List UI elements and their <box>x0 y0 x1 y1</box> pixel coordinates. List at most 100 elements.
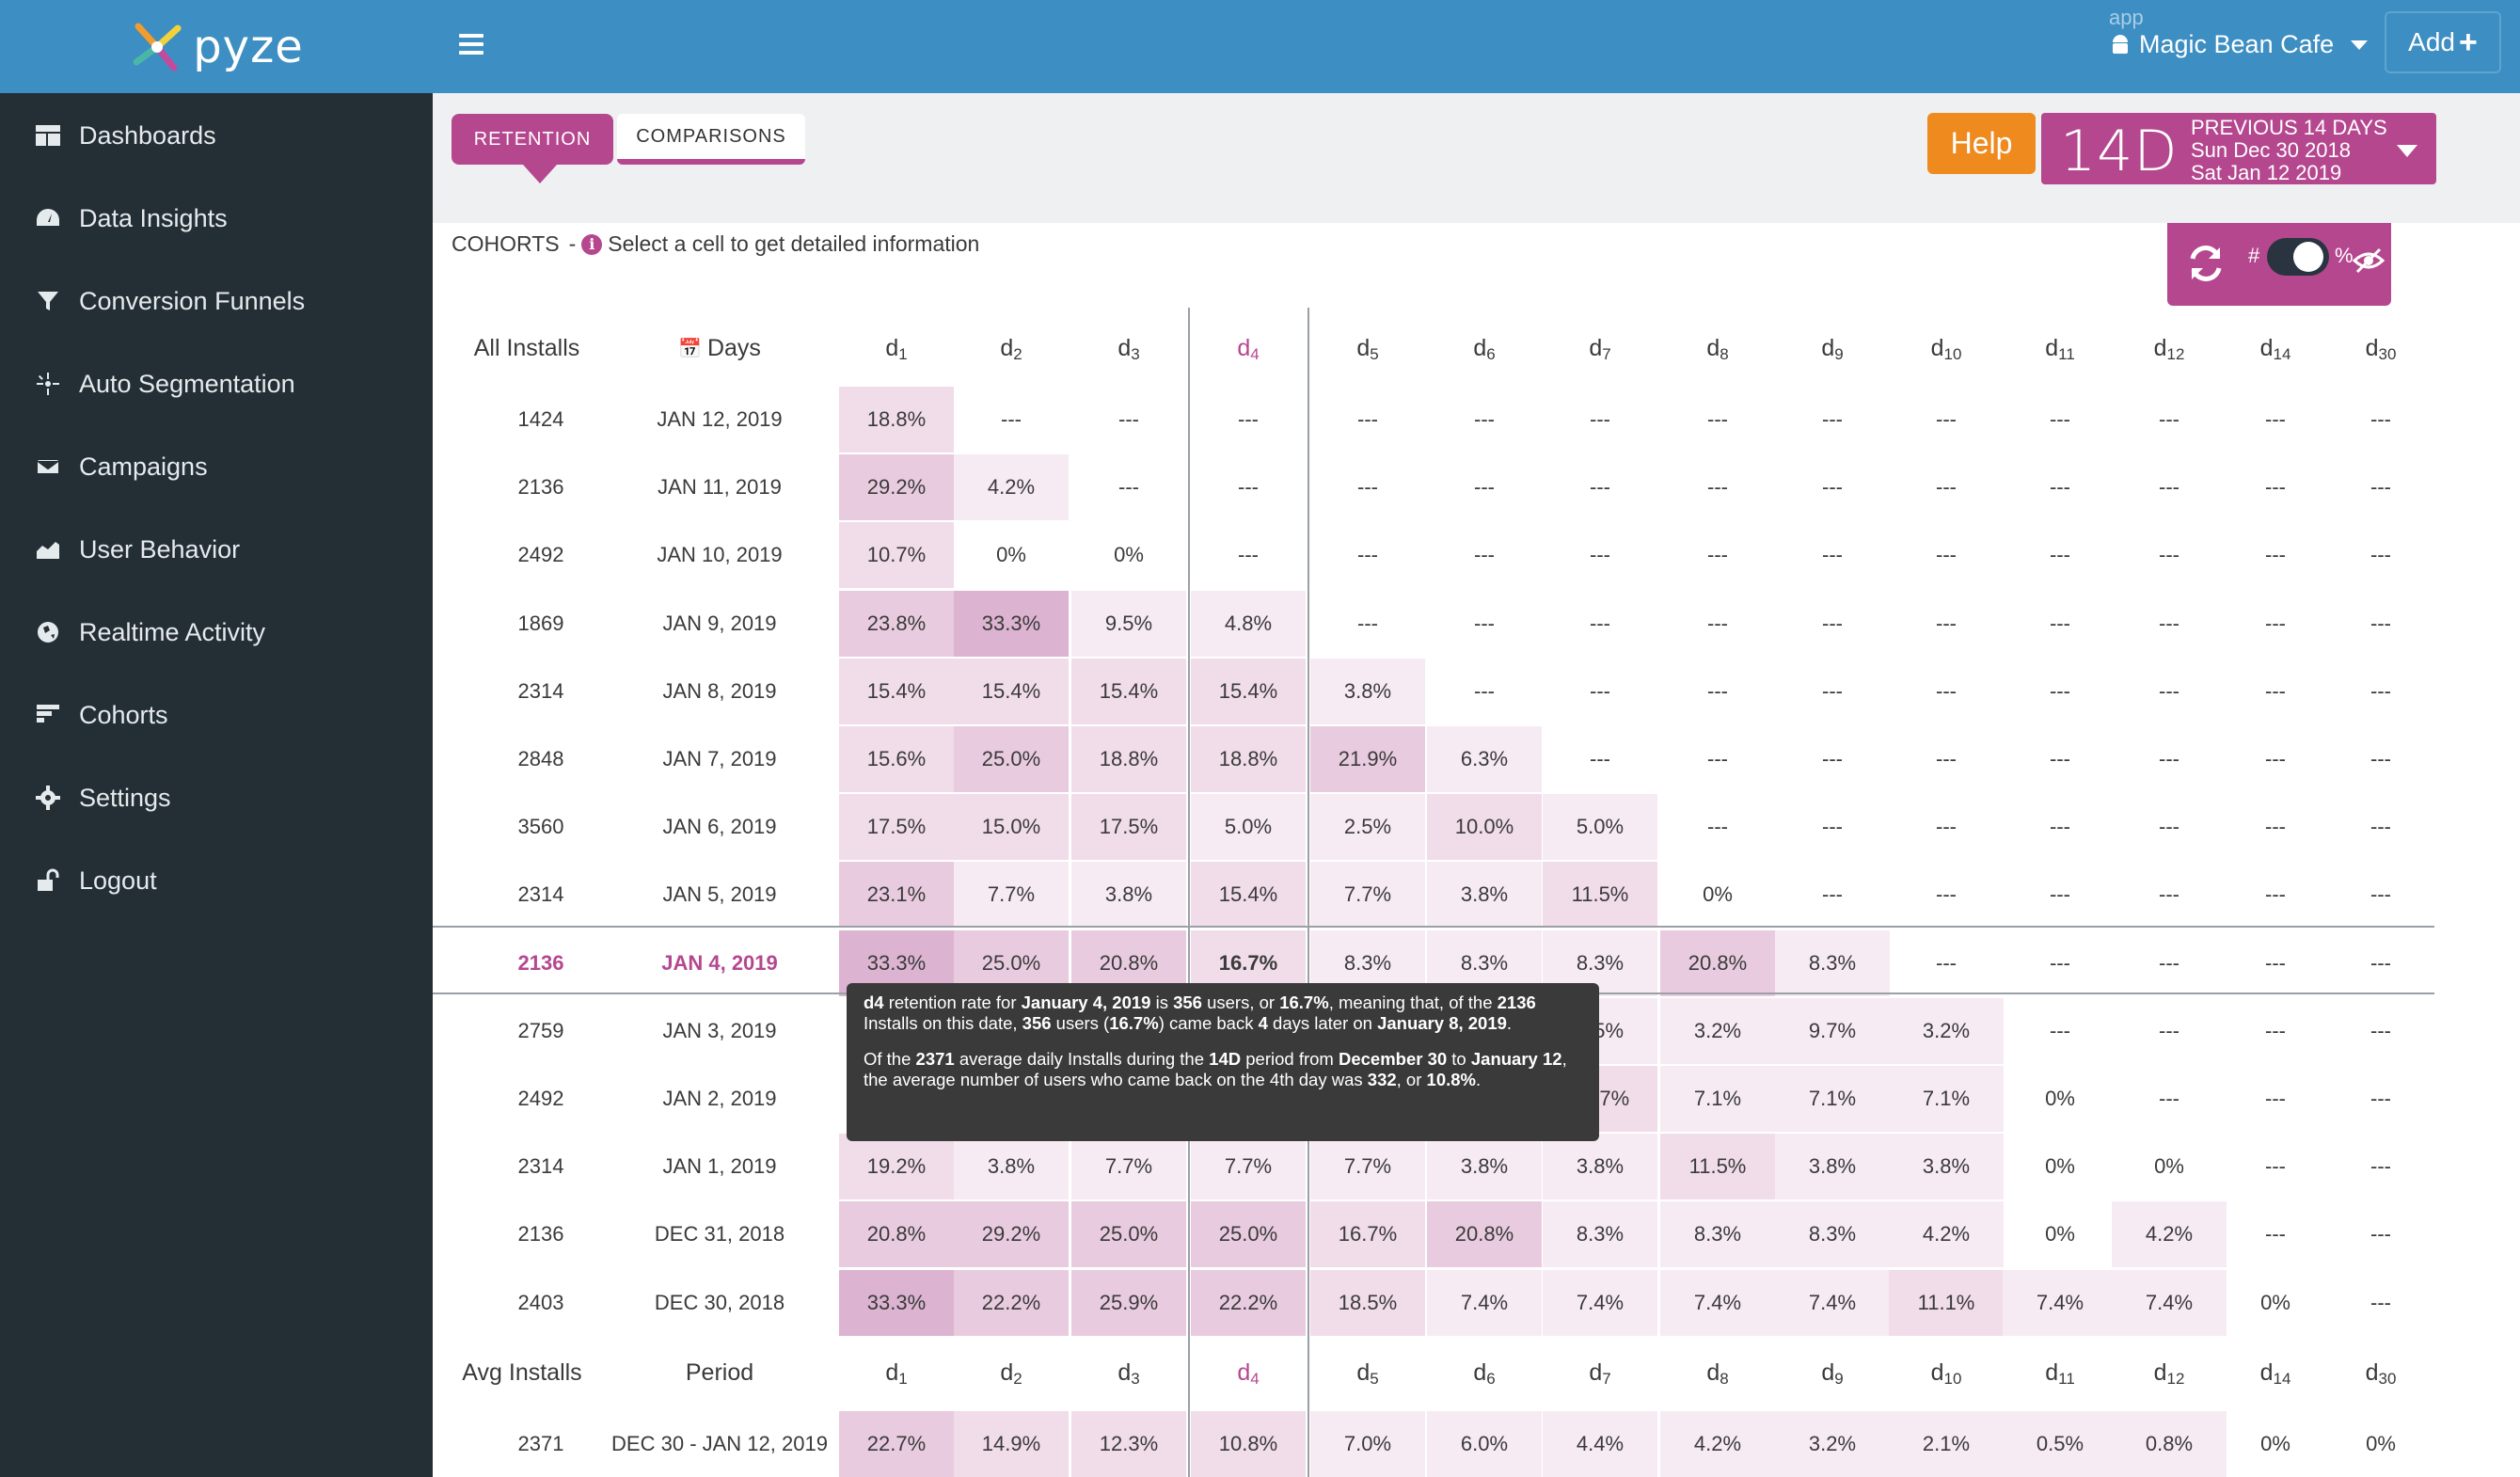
avg-retention-cell[interactable]: 2.1% <box>1889 1411 2004 1477</box>
sidebar-item-dashboards[interactable]: Dashboards <box>0 94 433 177</box>
sidebar-item-auto-segmentation[interactable]: Auto Segmentation <box>0 342 433 425</box>
retention-cell[interactable]: 3.8% <box>1071 862 1186 928</box>
retention-cell[interactable]: 3.8% <box>1543 1134 1657 1199</box>
retention-cell[interactable]: 7.7% <box>954 862 1069 928</box>
retention-cell[interactable]: 0% <box>996 543 1026 566</box>
avg-retention-cell[interactable]: 22.7% <box>839 1411 954 1477</box>
retention-cell[interactable]: 3.8% <box>954 1134 1069 1199</box>
retention-cell[interactable]: 29.2% <box>839 454 954 520</box>
retention-cell[interactable]: 5.0% <box>1191 794 1306 860</box>
sidebar-item-user-behavior[interactable]: User Behavior <box>0 508 433 591</box>
retention-cell[interactable]: 17.5% <box>839 794 954 860</box>
retention-cell[interactable]: 7.4% <box>1543 1270 1657 1336</box>
app-selector[interactable]: Magic Bean Cafe <box>2109 30 2369 59</box>
retention-cell[interactable]: 25.9% <box>1071 1270 1186 1336</box>
avg-retention-cell[interactable]: 7.0% <box>1310 1411 1425 1477</box>
retention-cell[interactable]: 5.0% <box>1543 794 1657 860</box>
sidebar-item-campaigns[interactable]: Campaigns <box>0 425 433 508</box>
menu-icon[interactable] <box>459 34 483 56</box>
retention-cell[interactable]: 18.5% <box>1310 1270 1425 1336</box>
retention-cell[interactable]: 3.8% <box>1889 1134 2004 1199</box>
retention-cell[interactable]: 7.4% <box>1660 1270 1775 1336</box>
retention-cell[interactable]: 18.8% <box>1191 726 1306 792</box>
retention-cell[interactable]: 9.7% <box>1775 998 1890 1064</box>
period-selector[interactable]: 14D PREVIOUS 14 DAYS Sun Dec 30 2018 Sat… <box>2041 113 2436 184</box>
retention-cell[interactable]: 20.8% <box>839 1201 954 1267</box>
retention-cell[interactable]: 7.1% <box>1660 1066 1775 1132</box>
retention-cell[interactable]: 3.2% <box>1889 998 2004 1064</box>
retention-cell[interactable]: 7.7% <box>1191 1134 1306 1199</box>
retention-cell[interactable]: 15.4% <box>839 659 954 724</box>
retention-cell[interactable]: 4.8% <box>1191 591 1306 657</box>
retention-cell[interactable]: 8.3% <box>1775 930 1890 996</box>
retention-cell[interactable]: 10.7% <box>839 522 954 588</box>
retention-cell[interactable]: 0% <box>2154 1154 2184 1178</box>
retention-cell[interactable]: 6.3% <box>1427 726 1542 792</box>
retention-cell[interactable]: 3.8% <box>1427 1134 1542 1199</box>
retention-cell[interactable]: 22.2% <box>954 1270 1069 1336</box>
count-percent-toggle[interactable] <box>2267 238 2329 276</box>
retention-cell[interactable]: 2.5% <box>1310 794 1425 860</box>
retention-cell[interactable]: 8.3% <box>1660 1201 1775 1267</box>
retention-cell[interactable]: 11.1% <box>1889 1270 2004 1336</box>
retention-cell[interactable]: 19.2% <box>839 1134 954 1199</box>
retention-cell[interactable]: 17.5% <box>1071 794 1186 860</box>
retention-cell[interactable]: 25.0% <box>954 726 1069 792</box>
retention-cell[interactable]: 8.3% <box>1543 1201 1657 1267</box>
sidebar-item-cohorts[interactable]: Cohorts <box>0 674 433 756</box>
retention-cell[interactable]: 16.7% <box>1310 1201 1425 1267</box>
retention-cell[interactable]: 29.2% <box>954 1201 1069 1267</box>
retention-cell[interactable]: 15.4% <box>954 659 1069 724</box>
retention-cell[interactable]: 7.4% <box>2003 1270 2117 1336</box>
retention-cell[interactable]: 21.9% <box>1310 726 1425 792</box>
avg-retention-cell[interactable]: 12.3% <box>1071 1411 1186 1477</box>
retention-cell[interactable]: 10.0% <box>1427 794 1542 860</box>
retention-cell[interactable]: 3.8% <box>1310 659 1425 724</box>
add-button[interactable]: Add + <box>2385 11 2501 73</box>
sidebar-item-settings[interactable]: Settings <box>0 756 433 839</box>
sidebar-item-data-insights[interactable]: Data Insights <box>0 177 433 260</box>
retention-cell[interactable]: 7.1% <box>1889 1066 2004 1132</box>
retention-cell[interactable]: 0% <box>2045 1154 2075 1178</box>
retention-cell[interactable]: 0% <box>1114 543 1144 566</box>
retention-cell[interactable]: 3.2% <box>1660 998 1775 1064</box>
sidebar-item-realtime-activity[interactable]: Realtime Activity <box>0 591 433 674</box>
retention-cell[interactable]: 4.2% <box>1889 1201 2004 1267</box>
retention-cell[interactable]: 25.0% <box>1071 1201 1186 1267</box>
retention-cell[interactable]: 15.4% <box>1191 659 1306 724</box>
retention-cell[interactable]: 3.8% <box>1427 862 1542 928</box>
retention-cell[interactable]: 7.7% <box>1310 1134 1425 1199</box>
retention-cell[interactable]: 3.8% <box>1775 1134 1890 1199</box>
avg-retention-cell[interactable]: 4.4% <box>1543 1411 1657 1477</box>
avg-retention-cell[interactable]: 0% <box>2260 1432 2290 1455</box>
tab-comparisons[interactable]: COMPARISONS <box>617 114 805 165</box>
sidebar-item-conversion-funnels[interactable]: Conversion Funnels <box>0 260 433 342</box>
help-button[interactable]: Help <box>1927 113 2036 174</box>
retention-cell[interactable]: 15.4% <box>1191 862 1306 928</box>
retention-cell[interactable]: 7.4% <box>2112 1270 2227 1336</box>
tab-retention[interactable]: RETENTION <box>452 114 613 183</box>
avg-retention-cell[interactable]: 3.2% <box>1775 1411 1890 1477</box>
retention-cell[interactable]: 7.4% <box>1775 1270 1890 1336</box>
retention-cell[interactable]: 0% <box>1703 882 1733 906</box>
retention-cell[interactable]: 7.4% <box>1427 1270 1542 1336</box>
refresh-icon[interactable] <box>2184 242 2227 285</box>
sidebar-item-logout[interactable]: Logout <box>0 839 433 922</box>
avg-retention-cell[interactable]: 0.8% <box>2112 1411 2227 1477</box>
avg-retention-cell[interactable]: 4.2% <box>1660 1411 1775 1477</box>
retention-cell[interactable]: 15.6% <box>839 726 954 792</box>
retention-cell[interactable]: 4.2% <box>2112 1201 2227 1267</box>
retention-cell[interactable]: 15.0% <box>954 794 1069 860</box>
retention-cell[interactable]: 33.3% <box>839 1270 954 1336</box>
retention-cell[interactable]: 20.8% <box>1660 930 1775 996</box>
retention-cell[interactable]: 4.2% <box>954 454 1069 520</box>
retention-cell[interactable]: 18.8% <box>839 387 954 453</box>
retention-cell[interactable]: 0% <box>2260 1291 2290 1314</box>
retention-cell[interactable]: 0% <box>2045 1087 2075 1110</box>
logo[interactable]: pyze <box>0 0 433 93</box>
retention-cell[interactable]: 20.8% <box>1427 1201 1542 1267</box>
avg-retention-cell[interactable]: 14.9% <box>954 1411 1069 1477</box>
retention-cell[interactable]: 8.3% <box>1775 1201 1890 1267</box>
retention-cell[interactable]: 22.2% <box>1191 1270 1306 1336</box>
retention-cell[interactable]: 15.4% <box>1071 659 1186 724</box>
